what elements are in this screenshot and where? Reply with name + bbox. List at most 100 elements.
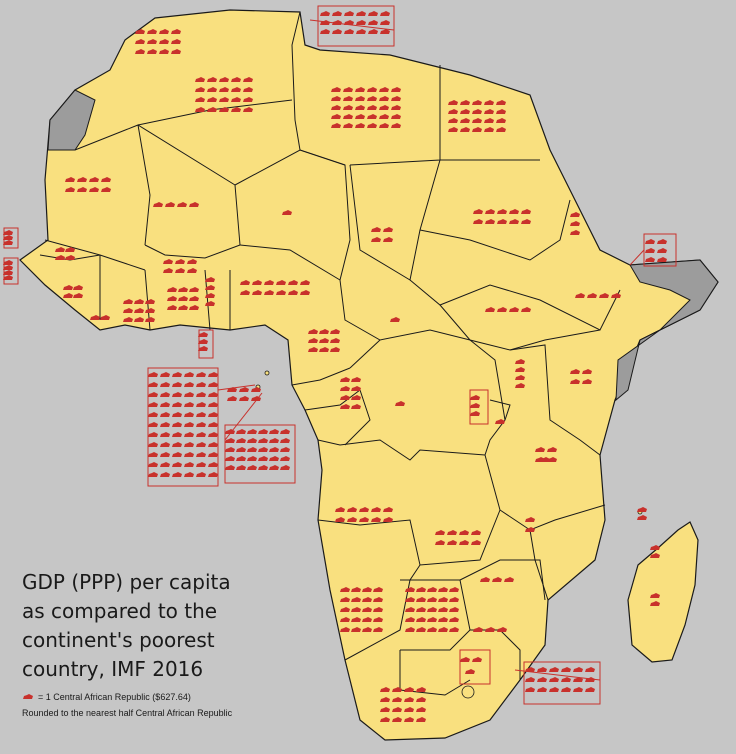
central-african-republic-icon bbox=[208, 402, 218, 407]
central-african-republic-icon bbox=[225, 465, 235, 470]
central-african-republic-icon bbox=[208, 472, 218, 477]
central-african-republic-icon bbox=[184, 472, 194, 477]
central-african-republic-icon bbox=[280, 465, 290, 470]
central-african-republic-icon bbox=[537, 687, 547, 692]
central-african-republic-icon bbox=[184, 462, 194, 467]
central-african-republic-icon bbox=[148, 462, 158, 467]
central-african-republic-icon bbox=[184, 392, 194, 397]
central-african-republic-icon bbox=[561, 667, 571, 672]
central-african-republic-icon bbox=[227, 396, 237, 401]
central-african-republic-icon bbox=[269, 438, 279, 443]
central-african-republic-icon bbox=[239, 387, 249, 392]
central-african-republic-icon bbox=[573, 687, 583, 692]
central-african-republic-icon bbox=[650, 545, 660, 550]
central-african-republic-icon bbox=[184, 382, 194, 387]
map-title: GDP (PPP) per capita as compared to the … bbox=[22, 568, 322, 684]
central-african-republic-icon bbox=[184, 422, 194, 427]
central-african-republic-icon bbox=[160, 472, 170, 477]
central-african-republic-icon bbox=[196, 472, 206, 477]
central-african-republic-silhouette-icon bbox=[23, 694, 33, 699]
central-african-republic-icon bbox=[196, 402, 206, 407]
central-african-republic-icon bbox=[280, 438, 290, 443]
central-african-republic-icon bbox=[225, 447, 235, 452]
central-african-republic-icon bbox=[247, 456, 257, 461]
central-african-republic-icon bbox=[525, 677, 535, 682]
central-african-republic-icon bbox=[196, 452, 206, 457]
central-african-republic-icon bbox=[172, 452, 182, 457]
central-african-republic-icon bbox=[208, 392, 218, 397]
central-african-republic-icon bbox=[160, 382, 170, 387]
central-african-republic-icon bbox=[148, 432, 158, 437]
central-african-republic-icon bbox=[172, 472, 182, 477]
central-african-republic-icon bbox=[208, 432, 218, 437]
central-african-republic-icon bbox=[160, 402, 170, 407]
callout-boxes bbox=[3, 5, 677, 705]
madagascar bbox=[627, 521, 699, 663]
central-african-republic-icon bbox=[269, 429, 279, 434]
central-african-republic-icon bbox=[148, 472, 158, 477]
central-african-republic-icon bbox=[196, 392, 206, 397]
central-african-republic-icon bbox=[208, 452, 218, 457]
central-african-republic-icon bbox=[172, 422, 182, 427]
central-african-republic-icon bbox=[236, 465, 246, 470]
central-african-republic-icon bbox=[236, 438, 246, 443]
central-african-republic-icon bbox=[657, 257, 667, 262]
central-african-republic-icon bbox=[184, 372, 194, 377]
central-african-republic-icon bbox=[269, 456, 279, 461]
central-african-republic-icon bbox=[645, 248, 655, 253]
central-african-republic-icon bbox=[184, 442, 194, 447]
central-african-republic-icon bbox=[247, 438, 257, 443]
title-line-3: continent's poorest bbox=[22, 628, 215, 652]
central-african-republic-icon bbox=[537, 667, 547, 672]
central-african-republic-icon bbox=[332, 11, 342, 16]
central-african-republic-icon bbox=[258, 429, 268, 434]
central-african-republic-icon bbox=[645, 239, 655, 244]
central-african-republic-icon bbox=[208, 422, 218, 427]
central-african-republic-icon bbox=[356, 20, 366, 25]
central-african-republic-icon bbox=[208, 382, 218, 387]
central-african-republic-icon bbox=[280, 447, 290, 452]
central-african-republic-icon bbox=[269, 465, 279, 470]
central-african-republic-icon bbox=[269, 447, 279, 452]
title-line-1: GDP (PPP) per capita bbox=[22, 570, 231, 594]
central-african-republic-icon bbox=[561, 687, 571, 692]
central-african-republic-icon bbox=[148, 402, 158, 407]
central-african-republic-icon bbox=[196, 412, 206, 417]
central-african-republic-icon bbox=[280, 456, 290, 461]
central-african-republic-icon bbox=[247, 447, 257, 452]
central-african-republic-icon bbox=[184, 412, 194, 417]
central-african-republic-icon bbox=[160, 412, 170, 417]
legend-unit-label: = 1 Central African Republic ($627.64) bbox=[38, 692, 191, 702]
central-african-republic-icon bbox=[172, 462, 182, 467]
central-african-republic-icon bbox=[585, 677, 595, 682]
central-african-republic-icon bbox=[184, 452, 194, 457]
central-african-republic-icon bbox=[332, 20, 342, 25]
central-african-republic-icon bbox=[196, 382, 206, 387]
central-african-republic-icon bbox=[585, 667, 595, 672]
central-african-republic-icon bbox=[208, 442, 218, 447]
central-african-republic-icon bbox=[196, 432, 206, 437]
central-african-republic-icon bbox=[549, 687, 559, 692]
central-african-republic-icon bbox=[344, 11, 354, 16]
central-african-republic-icon bbox=[657, 248, 667, 253]
central-african-republic-icon bbox=[160, 372, 170, 377]
central-african-republic-icon bbox=[368, 11, 378, 16]
somalia-no-data bbox=[615, 259, 719, 402]
central-african-republic-icon bbox=[148, 452, 158, 457]
legend: = 1 Central African Republic ($627.64) R… bbox=[22, 689, 232, 721]
central-african-republic-icon bbox=[561, 677, 571, 682]
central-african-republic-icon bbox=[172, 392, 182, 397]
central-african-republic-icon bbox=[549, 677, 559, 682]
legend-rounding-note: Rounded to the nearest half Central Afri… bbox=[22, 708, 233, 718]
central-african-republic-icon bbox=[148, 372, 158, 377]
central-african-republic-icon bbox=[549, 667, 559, 672]
central-african-republic-icon bbox=[344, 29, 354, 34]
central-african-republic-icon bbox=[344, 20, 354, 25]
central-african-republic-icon bbox=[148, 382, 158, 387]
central-african-republic-icon bbox=[208, 412, 218, 417]
central-african-republic-icon bbox=[172, 382, 182, 387]
central-african-republic-icon bbox=[258, 465, 268, 470]
central-african-republic-icon bbox=[239, 396, 249, 401]
central-african-republic-icon bbox=[172, 412, 182, 417]
